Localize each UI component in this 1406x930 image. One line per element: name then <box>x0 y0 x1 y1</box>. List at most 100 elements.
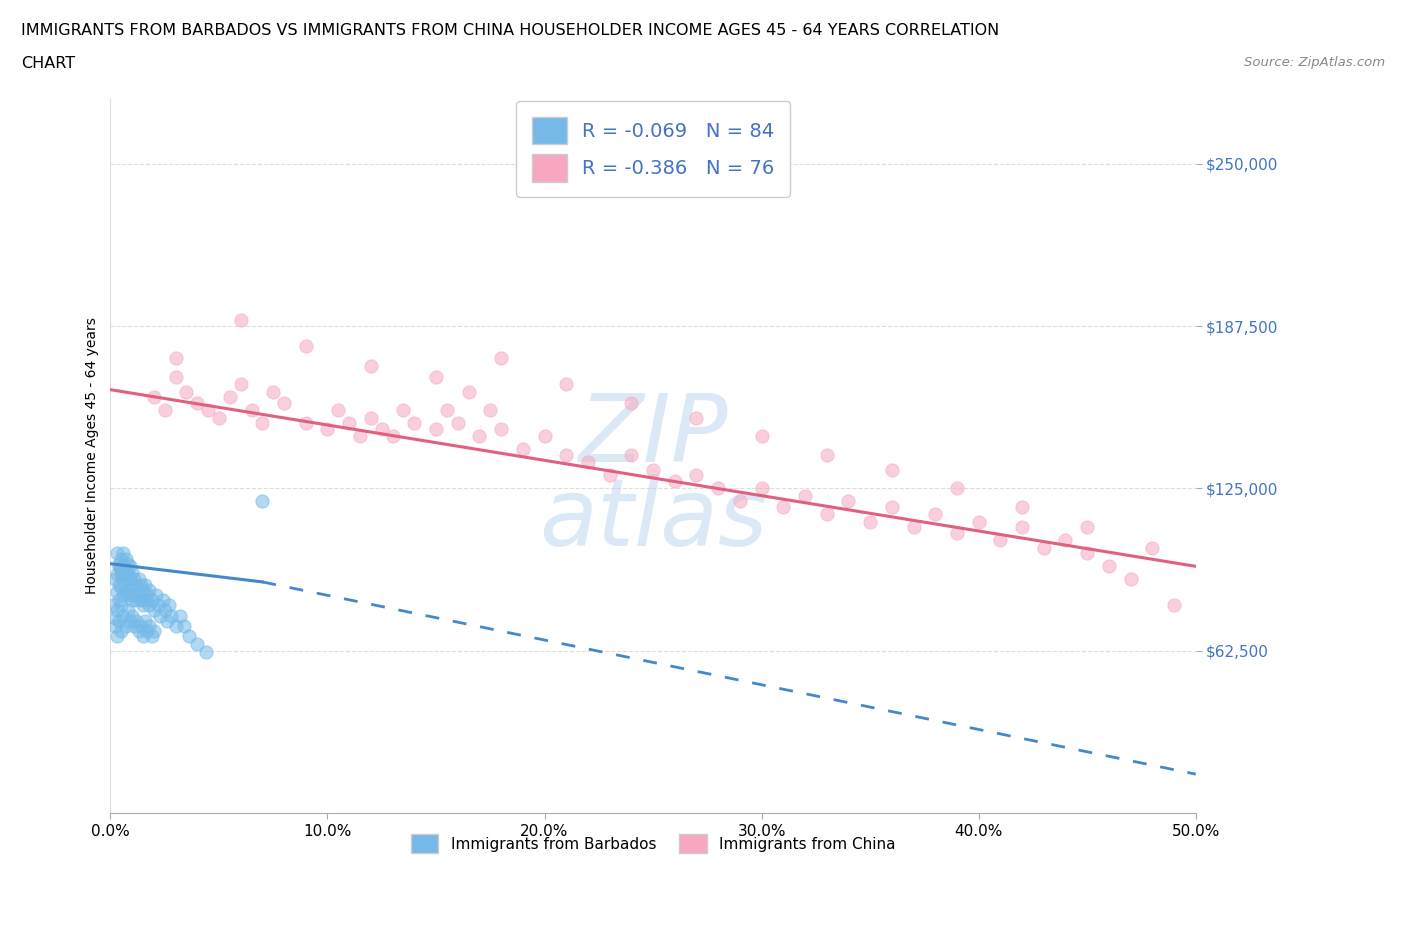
Point <box>186 637 208 652</box>
Point <box>512 442 534 457</box>
Point <box>620 395 643 410</box>
Point <box>128 624 150 639</box>
Point <box>128 572 150 587</box>
Legend: Immigrants from Barbados, Immigrants from China: Immigrants from Barbados, Immigrants fro… <box>405 829 901 859</box>
Point <box>105 546 128 561</box>
Point <box>104 618 127 633</box>
Point <box>208 411 231 426</box>
Point <box>105 603 128 618</box>
Point <box>165 351 187 365</box>
Point <box>108 592 131 607</box>
Point <box>316 421 339 436</box>
Point <box>104 611 127 626</box>
Point <box>273 395 295 410</box>
Point <box>641 463 664 478</box>
Point <box>252 416 274 431</box>
Point <box>1142 540 1164 555</box>
Point <box>425 421 447 436</box>
Point <box>903 520 925 535</box>
Point <box>479 403 502 418</box>
Point <box>880 499 903 514</box>
Point <box>118 588 141 603</box>
Point <box>132 629 155 644</box>
Point <box>555 447 578 462</box>
Point <box>599 468 621 483</box>
Point <box>1163 598 1185 613</box>
Point <box>160 608 183 623</box>
Point <box>294 416 316 431</box>
Point <box>117 582 139 597</box>
Point <box>105 566 128 581</box>
Point <box>404 416 426 431</box>
Point <box>468 429 491 444</box>
Point <box>337 416 360 431</box>
Point <box>859 514 882 529</box>
Point <box>141 629 163 644</box>
Point <box>108 614 131 629</box>
Point <box>108 556 131 571</box>
Point <box>156 614 179 629</box>
Point <box>125 578 148 592</box>
Point <box>1098 559 1121 574</box>
Point <box>134 614 156 629</box>
Point <box>145 588 167 603</box>
Point <box>1011 499 1033 514</box>
Point <box>169 608 191 623</box>
Point <box>121 592 143 607</box>
Point <box>129 578 152 592</box>
Point <box>146 598 169 613</box>
Point <box>132 582 155 597</box>
Point <box>142 390 165 405</box>
Point <box>118 559 141 574</box>
Point <box>425 369 447 384</box>
Point <box>1011 520 1033 535</box>
Point <box>772 499 794 514</box>
Point <box>114 585 136 600</box>
Point <box>685 411 707 426</box>
Point <box>104 572 127 587</box>
Point <box>165 369 187 384</box>
Point <box>125 592 148 607</box>
Point <box>110 562 132 577</box>
Point <box>489 421 512 436</box>
Point <box>149 608 172 623</box>
Point <box>118 572 141 587</box>
Point <box>815 447 838 462</box>
Point <box>186 395 208 410</box>
Text: IMMIGRANTS FROM BARBADOS VS IMMIGRANTS FROM CHINA HOUSEHOLDER INCOME AGES 45 - 6: IMMIGRANTS FROM BARBADOS VS IMMIGRANTS F… <box>21 23 1000 38</box>
Point <box>121 608 143 623</box>
Point <box>105 629 128 644</box>
Point <box>924 507 946 522</box>
Point <box>815 507 838 522</box>
Point <box>555 377 578 392</box>
Point <box>112 566 135 581</box>
Point <box>946 525 969 540</box>
Point <box>108 559 131 574</box>
Point <box>134 592 156 607</box>
Point <box>1119 572 1142 587</box>
Point <box>328 403 350 418</box>
Point <box>136 588 159 603</box>
Point <box>240 403 263 418</box>
Point <box>112 546 135 561</box>
Point <box>124 588 146 603</box>
Point <box>121 565 143 579</box>
Point <box>114 618 136 633</box>
Point <box>138 618 160 633</box>
Point <box>967 514 990 529</box>
Point <box>112 559 135 574</box>
Point <box>153 403 176 418</box>
Point <box>110 566 132 581</box>
Point <box>114 551 136 566</box>
Point <box>129 618 152 633</box>
Point <box>121 578 143 592</box>
Point <box>751 481 773 496</box>
Point <box>134 578 156 592</box>
Point <box>117 603 139 618</box>
Point <box>142 603 165 618</box>
Point <box>218 390 240 405</box>
Text: ZIP
atlas: ZIP atlas <box>538 390 768 565</box>
Point <box>990 533 1012 548</box>
Point <box>576 455 599 470</box>
Point <box>117 566 139 581</box>
